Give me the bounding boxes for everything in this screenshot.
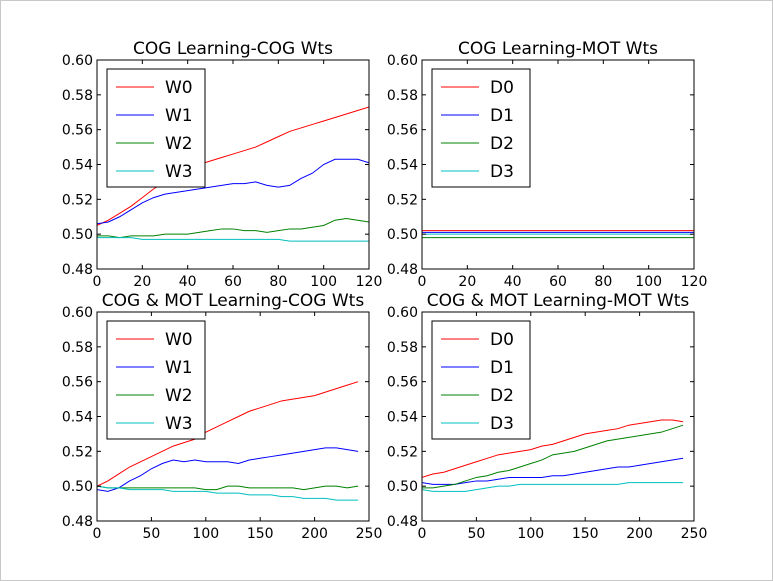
- y-tick-label: 0.52: [62, 444, 93, 460]
- series-line-w0: [97, 381, 359, 487]
- legend-label-w0: W0: [165, 330, 193, 350]
- y-tick-label: 0.54: [62, 158, 93, 174]
- x-tick-label: 60: [224, 274, 242, 290]
- y-tick-label: 0.60: [387, 53, 418, 69]
- y-tick-label: 0.52: [387, 192, 418, 208]
- y-tick-label: 0.58: [387, 88, 418, 104]
- series-line-d2: [422, 424, 684, 489]
- x-tick-label: 150: [572, 526, 599, 542]
- x-tick-label: 100: [192, 526, 219, 542]
- x-tick-label: 80: [594, 274, 612, 290]
- legend-label-w3: W3: [165, 162, 193, 182]
- y-tick-label: 0.52: [62, 192, 93, 208]
- x-tick-label: 60: [549, 274, 567, 290]
- x-tick-label: 250: [681, 526, 708, 542]
- x-tick-label: 40: [504, 274, 522, 290]
- legend-label-w1: W1: [165, 358, 193, 378]
- legend-box: [106, 320, 206, 440]
- y-tick-label: 0.50: [62, 227, 93, 243]
- chart-title: COG & MOT Learning-MOT Wts: [427, 291, 690, 311]
- x-tick-label: 100: [635, 274, 662, 290]
- y-tick-label: 0.52: [387, 444, 418, 460]
- series-line-w2: [97, 217, 369, 239]
- legend-label-d2: D2: [490, 386, 514, 406]
- series-line-w1: [97, 447, 359, 492]
- y-tick-label: 0.58: [62, 88, 93, 104]
- x-tick-label: 0: [93, 274, 102, 290]
- chart-title: COG Learning-MOT Wts: [458, 39, 658, 59]
- y-tick-label: 0.48: [62, 262, 93, 278]
- x-tick-label: 0: [418, 274, 427, 290]
- x-tick-label: 250: [356, 526, 383, 542]
- x-tick-label: 0: [93, 526, 102, 542]
- series-line-d1: [422, 457, 684, 485]
- legend-label-d0: D0: [490, 330, 514, 350]
- x-tick-label: 40: [179, 274, 197, 290]
- y-tick-label: 0.56: [62, 123, 93, 139]
- series-line-d0: [422, 419, 684, 478]
- x-tick-label: 50: [142, 526, 160, 542]
- series-line-w1: [97, 158, 369, 225]
- x-tick-label: 100: [517, 526, 544, 542]
- x-tick-label: 100: [310, 274, 337, 290]
- legend: D0 D1 D2 D3: [431, 68, 531, 188]
- legend-label-d3: D3: [490, 162, 514, 182]
- y-tick-label: 0.58: [62, 340, 93, 356]
- legend-box: [431, 320, 531, 440]
- y-tick-label: 0.54: [62, 410, 93, 426]
- y-tick-label: 0.60: [62, 53, 93, 69]
- legend: W0 W1 W2 W3: [106, 320, 206, 440]
- legend-box: [106, 68, 206, 188]
- series-line-w3: [97, 237, 369, 242]
- y-tick-label: 0.50: [387, 227, 418, 243]
- series-line-w3: [97, 485, 359, 501]
- legend-label-w0: W0: [165, 78, 193, 98]
- legend-label-d1: D1: [490, 106, 514, 126]
- x-tick-label: 120: [356, 274, 383, 290]
- chart-title: COG Learning-COG Wts: [133, 39, 333, 59]
- legend-box: [431, 68, 531, 188]
- series-line-d3: [422, 482, 684, 492]
- y-tick-label: 0.60: [387, 305, 418, 321]
- legend-label-d1: D1: [490, 358, 514, 378]
- panel-4: 0 50 100 150 200 250 0.48 0.50 0.52 0.54 0.56 0.58 0…: [387, 291, 708, 542]
- legend-label-w1: W1: [165, 106, 193, 126]
- y-tick-label: 0.60: [62, 305, 93, 321]
- y-tick-label: 0.56: [387, 375, 418, 391]
- y-tick-label: 0.50: [62, 479, 93, 495]
- chart-title: COG & MOT Learning-COG Wts: [102, 291, 365, 311]
- legend-label-w2: W2: [165, 386, 193, 406]
- legend-label-d0: D0: [490, 78, 514, 98]
- x-tick-label: 150: [247, 526, 274, 542]
- x-tick-label: 50: [467, 526, 485, 542]
- y-tick-label: 0.48: [62, 514, 93, 530]
- y-tick-label: 0.48: [387, 262, 418, 278]
- legend-label-d2: D2: [490, 134, 514, 154]
- legend: D0 D1 D2 D3: [431, 320, 531, 440]
- x-tick-label: 20: [133, 274, 151, 290]
- y-tick-label: 0.56: [387, 123, 418, 139]
- legend-label-w2: W2: [165, 134, 193, 154]
- panel-3: 0 50 100 150 200 250 0.48 0.50 0.52 0.54 0.56 0.58 0…: [62, 291, 383, 542]
- y-tick-label: 0.54: [387, 410, 418, 426]
- y-tick-label: 0.56: [62, 375, 93, 391]
- x-tick-label: 0: [418, 526, 427, 542]
- y-tick-label: 0.54: [387, 158, 418, 174]
- panel-2: 0 20 40 60 80 100 120 0.48 0.50 0.52 0.54 0.56 0.58 0…: [387, 39, 708, 290]
- legend: W0 W1 W2 W3: [106, 68, 206, 188]
- series-line-w0: [97, 106, 369, 226]
- y-tick-label: 0.48: [387, 514, 418, 530]
- legend-label-d3: D3: [490, 414, 514, 434]
- x-tick-label: 200: [626, 526, 653, 542]
- y-tick-label: 0.50: [387, 479, 418, 495]
- y-tick-label: 0.58: [387, 340, 418, 356]
- x-tick-label: 200: [301, 526, 328, 542]
- x-tick-label: 20: [458, 274, 476, 290]
- x-tick-label: 80: [269, 274, 287, 290]
- panel-1: 0 20 40 60 80 100 120 0.48 0.50 0.52 0.54 0.56 0.58 0…: [62, 39, 383, 290]
- series-line-w2: [97, 485, 359, 491]
- legend-label-w3: W3: [165, 414, 193, 434]
- x-tick-label: 120: [681, 274, 708, 290]
